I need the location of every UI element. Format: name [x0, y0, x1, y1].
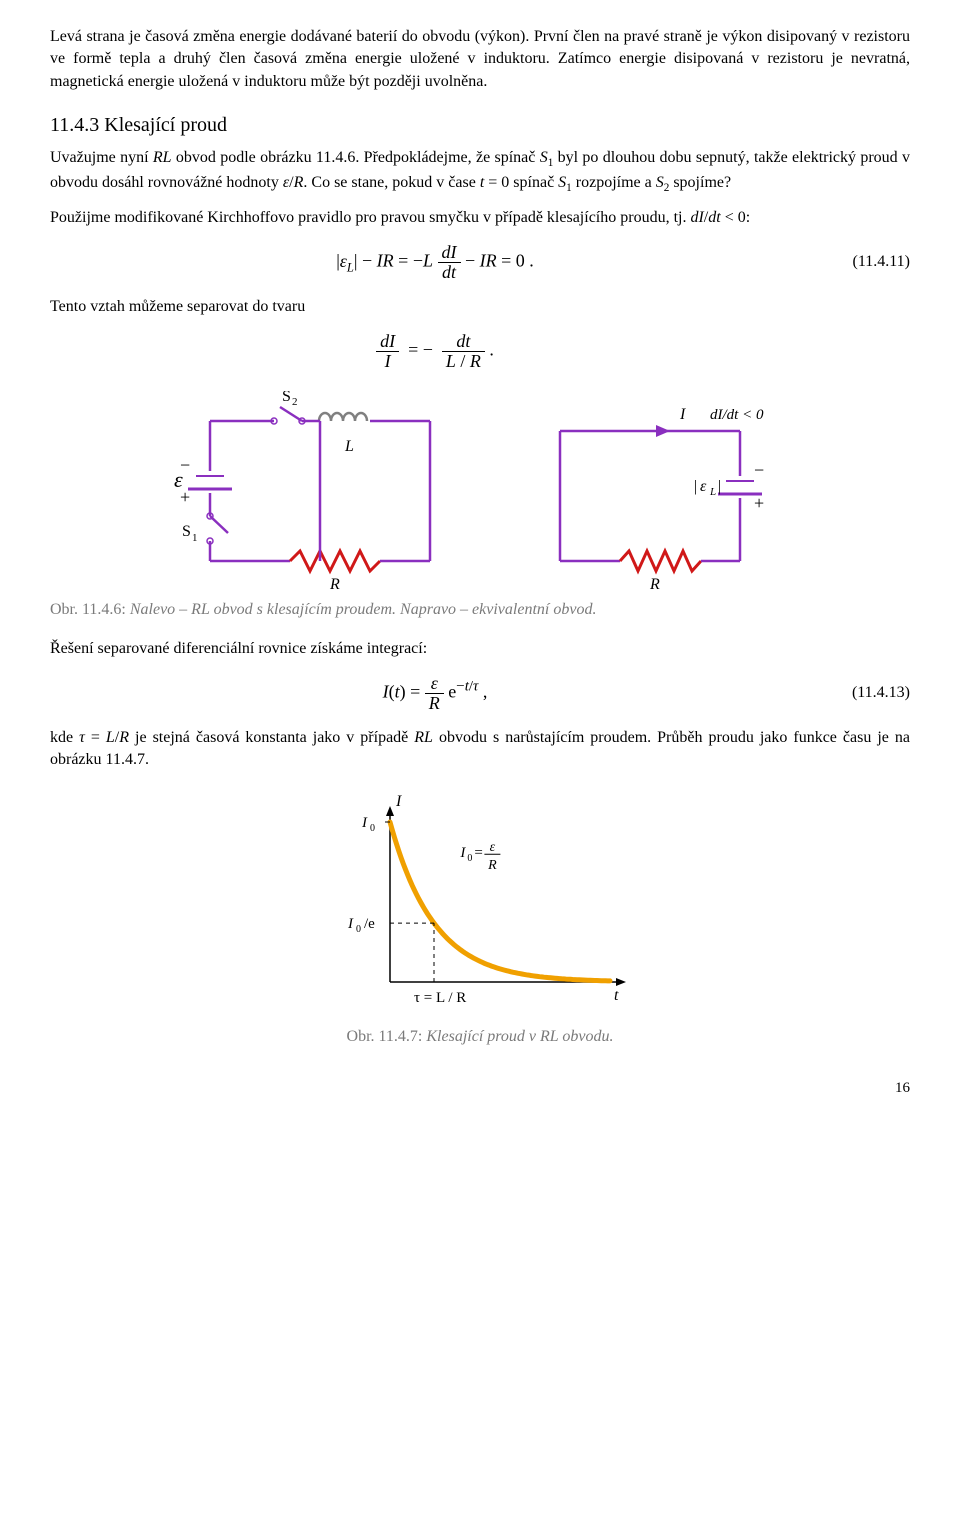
svg-text:L: L [344, 438, 354, 455]
para2b: obvod podle obrázku 11.4.6. Předpokládej… [172, 149, 540, 166]
svg-text:R: R [329, 576, 340, 591]
decay-chart: II0I0/eI0=εRtτ = L / R [320, 782, 640, 1022]
para3: Použijme modifikované Kirchhoffovo pravi… [50, 207, 910, 229]
figure-11-4-6: −+εS1RLS2 IdI/dt < 0−+ |εL|R [50, 391, 910, 591]
para2g: spojíme? [669, 174, 731, 191]
para1-text: Levá strana je časová změna energie dodá… [50, 28, 910, 90]
svg-text:dI/dt < 0: dI/dt < 0 [710, 407, 764, 423]
equation-11-4-13: I(t) = εR e−t/τ , (11.4.13) [50, 674, 910, 713]
didt-sym: dI [690, 209, 703, 226]
equation-separated: dII = − dtL / R . [50, 332, 910, 371]
svg-text:ε: ε [490, 840, 496, 855]
tau-sym: τ [79, 729, 85, 746]
para2a: Uvažujme nyní [50, 149, 153, 166]
svg-text:0: 0 [370, 823, 375, 834]
para2: Uvažujme nyní RL obvod podle obrázku 11.… [50, 147, 910, 197]
svg-text:S: S [282, 391, 291, 405]
intro-paragraph: Levá strana je časová změna energie dodá… [50, 26, 910, 93]
svg-text:|: | [718, 478, 721, 495]
svg-text:I: I [361, 815, 368, 831]
para5: kde τ = L/R je stejná časová konstanta j… [50, 727, 910, 772]
svg-text:/e: /e [364, 916, 375, 932]
svg-text:τ = L / R: τ = L / R [414, 990, 466, 1006]
circuit-right: IdI/dt < 0−+ |εL|R [530, 391, 790, 591]
svg-text:−: − [754, 460, 764, 480]
cap1b: Nalevo – RL obvod s klesajícím proudem. … [130, 601, 597, 618]
para5a: kde [50, 729, 79, 746]
svg-text:R: R [649, 576, 660, 591]
svg-text:I: I [395, 793, 402, 810]
eq1-number: (11.4.11) [820, 251, 910, 273]
svg-text:+: + [754, 493, 764, 513]
svg-text:L: L [709, 486, 716, 498]
para4: Řešení separované diferenciální rovnice … [50, 638, 910, 660]
cap1a: Obr. 11.4.6: [50, 601, 130, 618]
eq1-body: |εL| − IR = −L dIdt − IR = 0 . [50, 243, 820, 282]
para5b: je stejná časová konstanta jako v případ… [129, 729, 414, 746]
svg-text:R: R [487, 858, 497, 873]
para2f: rozpojíme a [572, 174, 656, 191]
eq3-number: (11.4.13) [820, 682, 910, 704]
epsR-sym: ε [283, 174, 289, 191]
svg-text:I: I [679, 406, 686, 423]
svg-text:0: 0 [356, 924, 361, 935]
cap2b: Klesající proud v RL obvodu. [426, 1028, 613, 1045]
figure-11-4-7: II0I0/eI0=εRtτ = L / R [50, 782, 910, 1022]
equation-11-4-11: |εL| − IR = −L dIdt − IR = 0 . (11.4.11) [50, 243, 910, 282]
eq2-body: dII = − dtL / R . [50, 332, 820, 371]
svg-text:|: | [694, 478, 697, 495]
s1b-sym: S [558, 174, 566, 191]
t0-sym: t [480, 174, 484, 191]
rl2-sym: RL [414, 729, 433, 746]
svg-text:ε: ε [174, 467, 183, 492]
fig-11-4-7-caption: Obr. 11.4.7: Klesající proud v RL obvodu… [50, 1026, 910, 1048]
circuit-left: −+εS1RLS2 [170, 391, 470, 591]
svg-text:S: S [182, 523, 191, 540]
svg-text:1: 1 [192, 532, 198, 544]
rl-sym: RL [153, 149, 172, 166]
eq3-body: I(t) = εR e−t/τ , [50, 674, 820, 713]
svg-text:2: 2 [292, 396, 298, 408]
page-number: 16 [50, 1078, 910, 1099]
svg-text:I: I [347, 916, 354, 932]
svg-text:ε: ε [700, 478, 707, 495]
dt-sym: dt [708, 209, 720, 226]
s2-sym: S [656, 174, 664, 191]
svg-text:=: = [474, 845, 482, 861]
para2e: spínač [509, 174, 558, 191]
para3b: : [746, 209, 750, 226]
para2d: . Co se stane, pokud v čase [303, 174, 479, 191]
s1-sym: S [540, 149, 548, 166]
svg-text:t: t [614, 987, 619, 1004]
R-sym: R [294, 174, 304, 191]
svg-text:I: I [459, 845, 466, 861]
para3a: Použijme modifikované Kirchhoffovo pravi… [50, 209, 690, 226]
R2-sym: R [119, 729, 129, 746]
svg-text:0: 0 [467, 853, 472, 864]
cap2a: Obr. 11.4.7: [347, 1028, 427, 1045]
fig-11-4-6-caption: Obr. 11.4.6: Nalevo – RL obvod s klesají… [50, 599, 910, 621]
sep-line: Tento vztah můžeme separovat do tvaru [50, 296, 910, 318]
section-heading: 11.4.3 Klesající proud [50, 111, 910, 139]
L-sym: L [106, 729, 115, 746]
